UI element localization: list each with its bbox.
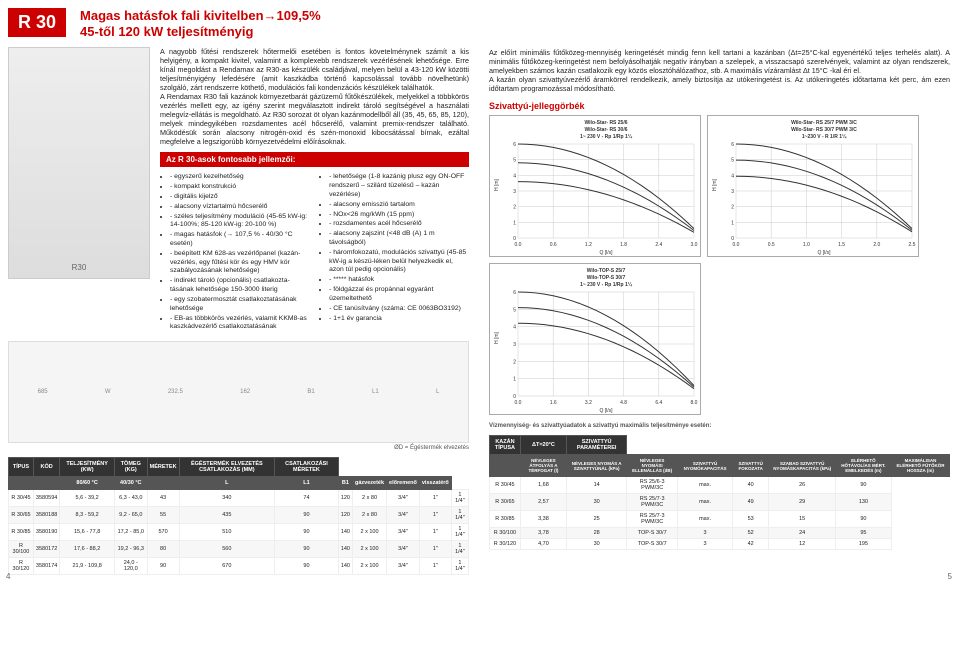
svg-text:3: 3 bbox=[731, 189, 734, 195]
svg-text:1~ 230 V - Rp 1/Rp 1¼: 1~ 230 V - Rp 1/Rp 1¼ bbox=[580, 133, 633, 140]
product-image bbox=[8, 47, 150, 279]
svg-text:1: 1 bbox=[731, 220, 734, 226]
svg-text:6: 6 bbox=[731, 142, 734, 148]
intro-text-left: A nagyobb fűtési rendszerek hőtermelői e… bbox=[160, 47, 469, 146]
svg-text:0.6: 0.6 bbox=[550, 242, 557, 248]
svg-text:3: 3 bbox=[513, 342, 516, 348]
svg-text:1.6: 1.6 bbox=[550, 400, 557, 406]
svg-text:Wilo-Star- RS 30/7 PWM 3/C: Wilo-Star- RS 30/7 PWM 3/C bbox=[791, 127, 857, 133]
svg-text:H [m]: H [m] bbox=[712, 178, 718, 191]
svg-text:1~230 V - R 1/R 1¼: 1~230 V - R 1/R 1¼ bbox=[802, 133, 847, 140]
pump-table: KAZÁN TÍPUSAΔT=20°CSZIVATTYÚ PARAMÉTEREI… bbox=[489, 435, 950, 550]
svg-text:4: 4 bbox=[513, 325, 516, 331]
svg-text:Wilo-Star- RS 25/7 PWM 3/C: Wilo-Star- RS 25/7 PWM 3/C bbox=[791, 120, 857, 126]
svg-text:Wilo-TOP-S 25/7: Wilo-TOP-S 25/7 bbox=[587, 268, 626, 274]
svg-text:3.0: 3.0 bbox=[691, 242, 698, 248]
svg-text:Q [l/s]: Q [l/s] bbox=[599, 408, 613, 414]
intro-text-right: Az előírt minimális fűtőközeg-mennyiség … bbox=[489, 48, 950, 93]
svg-text:1.8: 1.8 bbox=[620, 242, 627, 248]
svg-text:1: 1 bbox=[513, 377, 516, 383]
svg-text:5: 5 bbox=[513, 307, 516, 313]
spec-table: TÍPUSKÓDTELJESÍTMÉNY (KW)TÖMEG (KG)MÉRET… bbox=[8, 457, 469, 575]
features-col2: - lehetősége (1-8 kazánig plusz egy ON-O… bbox=[319, 173, 469, 333]
svg-text:2: 2 bbox=[513, 205, 516, 211]
svg-text:Q [l/s]: Q [l/s] bbox=[599, 250, 613, 256]
svg-text:2.5: 2.5 bbox=[909, 242, 916, 248]
svg-text:2.4: 2.4 bbox=[655, 242, 662, 248]
svg-text:4: 4 bbox=[731, 173, 734, 179]
svg-text:0.0: 0.0 bbox=[515, 400, 522, 406]
svg-text:6.4: 6.4 bbox=[655, 400, 662, 406]
svg-text:5: 5 bbox=[731, 158, 734, 164]
svg-text:1: 1 bbox=[513, 220, 516, 226]
svg-text:1.0: 1.0 bbox=[803, 242, 810, 248]
svg-text:2: 2 bbox=[731, 205, 734, 211]
svg-text:0.0: 0.0 bbox=[733, 242, 740, 248]
pump-curves-header: Szivattyú-jelleggörbék bbox=[489, 101, 950, 111]
dimension-drawing: 685W232.5 162B1L1 L bbox=[8, 341, 469, 443]
pump-charts: Wilo-Star- RS 25/6Wilo-Star- RS 30/61~ 2… bbox=[489, 115, 950, 415]
svg-text:Q [l/s]: Q [l/s] bbox=[817, 250, 831, 256]
svg-text:8.0: 8.0 bbox=[691, 400, 698, 406]
svg-text:4: 4 bbox=[513, 173, 516, 179]
svg-text:1.2: 1.2 bbox=[585, 242, 592, 248]
dim-note: ØD = Égéstermék elvezetés bbox=[8, 445, 469, 451]
svg-text:1.5: 1.5 bbox=[838, 242, 845, 248]
svg-text:H [m]: H [m] bbox=[494, 178, 500, 191]
svg-text:3.2: 3.2 bbox=[585, 400, 592, 406]
svg-text:3: 3 bbox=[513, 189, 516, 195]
model-badge: R 30 bbox=[8, 8, 66, 37]
svg-text:Wilo-TOP-S 30/7: Wilo-TOP-S 30/7 bbox=[587, 275, 626, 281]
pump-table-title: Vízmennyiség- és szivattyúadatok a sziva… bbox=[489, 423, 950, 429]
features-header: Az R 30-asok fontosabb jellemzői: bbox=[160, 152, 469, 167]
svg-text:2.0: 2.0 bbox=[873, 242, 880, 248]
svg-text:H [m]: H [m] bbox=[494, 331, 500, 344]
title-line2: 45-től 120 kW teljesítményig bbox=[80, 24, 321, 40]
svg-text:6: 6 bbox=[513, 290, 516, 296]
page-number-left: 4 bbox=[6, 572, 10, 581]
svg-text:0.0: 0.0 bbox=[515, 242, 522, 248]
title-line1: Magas hatásfok fali kivitelben→109,5% bbox=[80, 8, 321, 24]
page-number-right: 5 bbox=[948, 572, 952, 581]
svg-text:0.5: 0.5 bbox=[768, 242, 775, 248]
svg-text:6: 6 bbox=[513, 142, 516, 148]
features-col1: - egyszerű kezelhetőség- kompakt konstru… bbox=[160, 173, 309, 333]
svg-text:1~ 230 V - Rp 1/Rp 1¼: 1~ 230 V - Rp 1/Rp 1¼ bbox=[580, 281, 633, 288]
svg-text:Wilo-Star- RS 30/6: Wilo-Star- RS 30/6 bbox=[584, 127, 627, 133]
svg-text:Wilo-Star- RS 25/6: Wilo-Star- RS 25/6 bbox=[584, 120, 627, 126]
svg-text:4.8: 4.8 bbox=[620, 400, 627, 406]
svg-text:5: 5 bbox=[513, 158, 516, 164]
svg-text:2: 2 bbox=[513, 359, 516, 365]
